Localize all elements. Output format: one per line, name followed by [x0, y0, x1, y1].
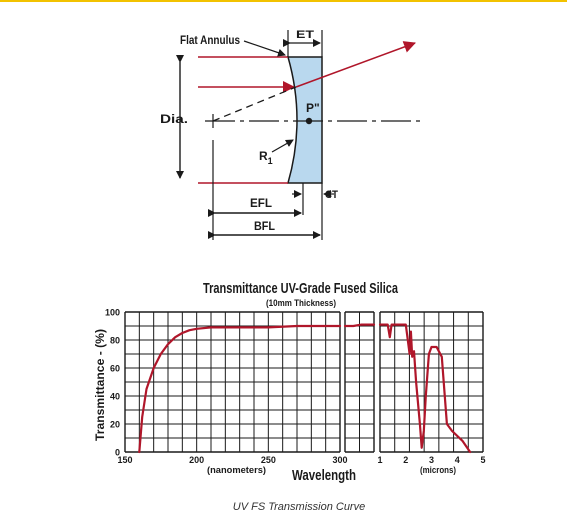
- principal-point: [305, 117, 313, 125]
- radius-label: R1: [259, 149, 273, 166]
- y-tick-label: 100: [105, 308, 120, 318]
- ray-diverging: [295, 41, 416, 88]
- efl-label: EFL: [250, 196, 272, 210]
- transmission-curve: [138, 324, 342, 454]
- flat-annulus-leader: [243, 40, 286, 57]
- transmission-curve: [378, 323, 472, 454]
- y-tick-label: 0: [115, 448, 120, 458]
- x-tick-label: 4: [455, 455, 460, 465]
- transmission-curve: [343, 323, 376, 328]
- lens-body: [287, 56, 323, 184]
- top-accent-line: [0, 0, 567, 2]
- y-tick-label: 80: [110, 336, 120, 346]
- y-axis-label: Transmittance - (%): [93, 329, 107, 441]
- chart-caption: UV FS Transmission Curve: [233, 501, 365, 513]
- x-axis-label: Wavelength: [292, 467, 356, 484]
- y-tick-label: 60: [110, 364, 120, 374]
- x-tick-label: 2: [403, 455, 408, 465]
- transmission-chart: Transmittance UV-Grade Fused Silica (10m…: [93, 280, 486, 513]
- x-tick-label: 200: [189, 455, 204, 465]
- chart-subtitle: (10mm Thickness): [266, 298, 336, 308]
- panel-visible-nir: [343, 311, 376, 453]
- bfl-label: BFL: [254, 219, 275, 233]
- y-tick-label: 20: [110, 420, 120, 430]
- y-tick-labels: 0 20 40 60 80 100: [105, 308, 120, 458]
- x-tick-label: 1: [377, 455, 382, 465]
- unit-nanometers: (nanometers): [207, 465, 266, 475]
- ray-backprojection: [212, 86, 297, 122]
- x-tick-label: 150: [117, 455, 132, 465]
- lens-diagram: Dia. ET Flat Annulus P" R1 CT EFL BFL: [160, 29, 425, 240]
- panel-microns: 1 2 3 4 5: [377, 311, 486, 465]
- principal-point-label: P": [306, 101, 320, 115]
- dia-label: Dia.: [160, 112, 188, 126]
- panel-nanometers: 150 200 250 300: [117, 311, 348, 465]
- et-label: ET: [296, 29, 314, 41]
- unit-microns: (microns): [420, 465, 456, 475]
- x-tick-label: 3: [429, 455, 434, 465]
- ct-label: CT: [325, 189, 338, 201]
- x-tick-label: 250: [261, 455, 276, 465]
- x-tick-label: 5: [480, 455, 485, 465]
- radius-leader: [271, 139, 294, 153]
- flat-annulus-label: Flat Annulus: [180, 33, 240, 47]
- chart-title: Transmittance UV-Grade Fused Silica: [203, 280, 398, 297]
- x-tick-label: 300: [332, 455, 347, 465]
- y-tick-label: 40: [110, 392, 120, 402]
